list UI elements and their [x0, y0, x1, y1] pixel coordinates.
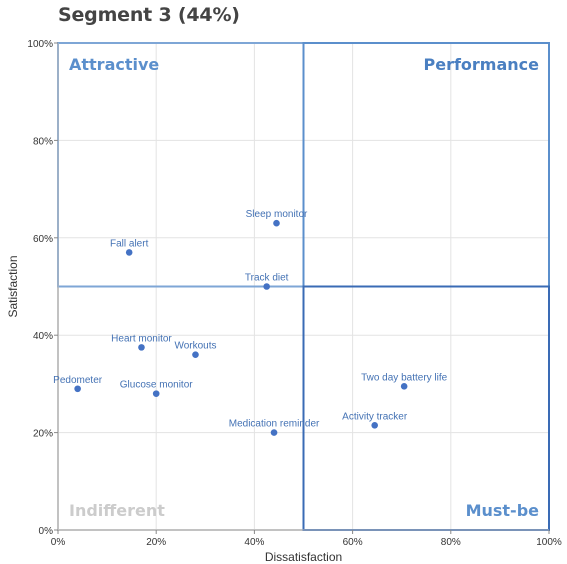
y-tick-label: 0% [39, 526, 54, 537]
chart-title: Segment 3 (44%) [58, 4, 240, 26]
data-point [152, 390, 160, 397]
y-axis-label: Satisfaction [6, 255, 20, 317]
data-labels: Sleep monitor Fall alert Track diet Heart m… [53, 209, 447, 429]
quadrant-label-must-be: Must-be [466, 501, 540, 520]
data-point [270, 429, 278, 436]
data-label: Heart monitor [111, 333, 172, 344]
y-tick-label: 20% [33, 429, 53, 440]
quadrant-label-indifferent: Indifferent [69, 501, 165, 520]
y-tick-label: 40% [33, 331, 53, 342]
data-label: Medication reminder [229, 419, 320, 430]
x-tick-label: 80% [441, 537, 461, 548]
data-label: Fall alert [110, 238, 149, 249]
data-point [263, 283, 270, 290]
quadrant-must-be-box [302, 285, 550, 531]
data-point [400, 383, 408, 390]
data-label: Pedometer [53, 375, 103, 386]
data-label: Glucose monitor [120, 380, 193, 391]
x-tick-label: 0% [51, 537, 66, 548]
data-points [74, 219, 408, 436]
quadrant-boxes [57, 42, 550, 531]
data-label: Track diet [245, 273, 289, 284]
quadrant-label-attractive: Attractive [69, 55, 159, 74]
data-label: Sleep monitor [246, 209, 308, 220]
x-tick-label: 40% [244, 537, 264, 548]
quadrant-labels: Indifferent Attractive Performance Must-be [69, 55, 539, 520]
data-point [192, 351, 199, 358]
y-tick-label: 60% [33, 234, 53, 245]
x-tick-label: 100% [536, 537, 562, 548]
x-axis-label: Dissatisfaction [265, 550, 342, 564]
x-tick-label: 60% [343, 537, 363, 548]
quadrant-attractive-box [57, 42, 305, 288]
data-point [125, 249, 133, 256]
quadrant-indifferent-box [57, 285, 305, 531]
data-point [74, 385, 81, 393]
data-label: Activity tracker [342, 411, 408, 422]
y-tick-label: 80% [33, 136, 53, 147]
data-point [273, 219, 280, 227]
data-label: Two day battery life [361, 372, 448, 383]
data-point [371, 421, 378, 429]
quadrant-label-performance: Performance [423, 55, 539, 74]
quadrant-performance-box [302, 42, 550, 288]
data-point [138, 344, 145, 351]
axes: 0% 20% 40% 60% 80% 100% 0% 20% 40% 60% 80% 100% [27, 39, 561, 548]
y-tick-label: 100% [27, 39, 53, 50]
data-label: Workouts [174, 341, 216, 352]
x-tick-label: 20% [146, 537, 166, 548]
